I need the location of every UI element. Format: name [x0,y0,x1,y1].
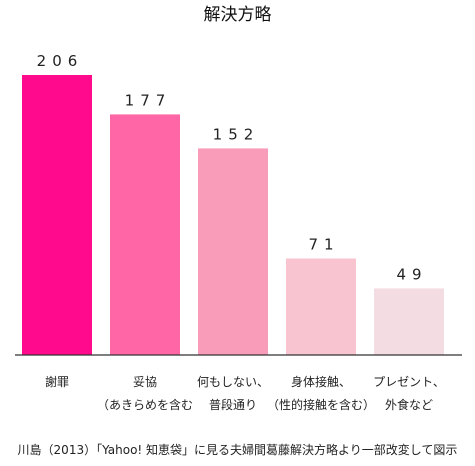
category-label-3-line-1: 何もしない、 [197,375,269,389]
value-label-1: 206 [37,52,84,70]
value-label-5: 49 [396,265,427,283]
category-label-4-line-2: （性的接触を含む） [267,397,375,412]
bar-3 [198,148,268,355]
bar-2 [110,114,180,355]
category-label-1-line-1: 謝罪 [45,374,69,389]
value-label-4: 71 [308,235,339,253]
value-label-3: 152 [213,125,260,143]
chart-title: 解決方略 [203,5,272,25]
category-label-2-line-2: （あきらめを含む [97,397,193,412]
category-label-5-line-2: 外食など [385,397,433,412]
figure-caption: 川島（2013）「Yahoo! 知恵袋」に見る夫婦間葛藤解決方略より一部改変して… [17,443,458,457]
category-label-4-line-1: 身体接触、 [291,374,351,389]
bar-5 [374,288,444,355]
bar-4 [286,258,356,355]
category-label-2-line-1: 妥協 [133,374,157,389]
category-label-3-line-2: 普段通り [209,397,257,412]
value-label-2: 177 [125,91,172,109]
category-label-5-line-1: プレゼント、 [373,375,445,389]
bar-1 [22,75,92,355]
